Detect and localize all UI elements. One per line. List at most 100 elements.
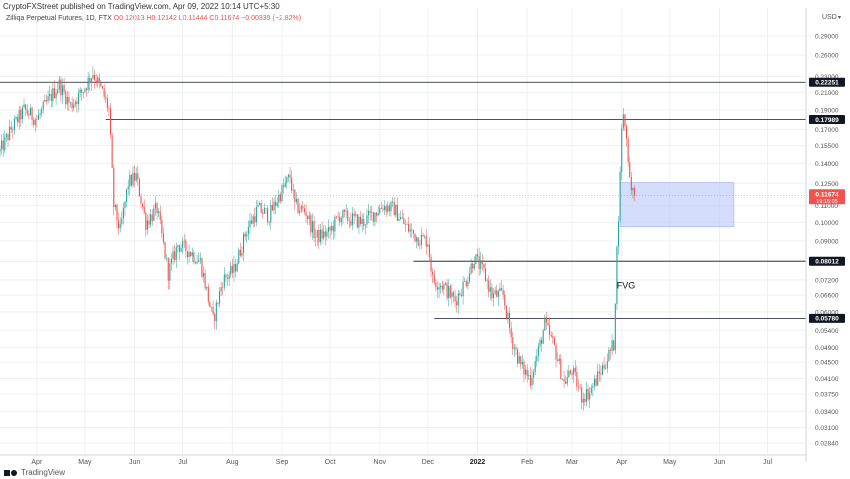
currency-menu-icon[interactable]: ▾ [838, 14, 841, 21]
candle-body [616, 246, 618, 305]
candle-body [396, 204, 398, 221]
candle-body [528, 375, 530, 376]
candle-body [226, 277, 229, 279]
candle-body [380, 207, 382, 209]
time-tick-label: May [663, 459, 677, 466]
time-tick-label: Apr [616, 459, 628, 466]
candle-body [337, 216, 339, 218]
candle-body [403, 218, 405, 224]
candle-body [39, 113, 41, 115]
candle-body [332, 226, 334, 232]
candle-body [464, 281, 466, 282]
candle-body [134, 172, 136, 181]
candle-body [137, 173, 139, 179]
candle-body [550, 334, 552, 337]
candle-body [417, 237, 419, 246]
candle-body [307, 216, 309, 220]
candle-body [29, 107, 32, 116]
candle-body [492, 293, 495, 298]
candle-body [625, 126, 628, 139]
candle-body [93, 74, 96, 80]
candle-body [582, 398, 584, 403]
candle-body [374, 212, 376, 222]
candle-body [502, 290, 504, 295]
candle-body [239, 249, 241, 256]
candle-body [419, 244, 421, 246]
candle-body [496, 290, 498, 297]
candle-body [44, 99, 46, 102]
candle-body [622, 114, 624, 129]
candle-body [340, 218, 342, 223]
candle-body [422, 234, 424, 237]
candle-body [355, 214, 357, 216]
candle-body [159, 211, 161, 220]
candle-body [199, 258, 201, 261]
candle-body [448, 285, 450, 299]
candle-body [105, 96, 107, 99]
candle-body [247, 226, 249, 235]
candle-body [236, 263, 238, 272]
time-tick-label: Apr [31, 459, 43, 466]
candle-body [121, 219, 123, 224]
candle-body [153, 208, 155, 221]
time-tick-label: Sep [276, 459, 289, 466]
currency-label[interactable]: USD [822, 14, 837, 21]
candle-body [180, 248, 182, 252]
candle-body [0, 148, 1, 152]
candle-body [53, 88, 56, 99]
candle-body [92, 74, 94, 79]
candle-body [135, 173, 137, 181]
candle-body [223, 274, 225, 288]
candle-body [193, 252, 195, 263]
candle-body [156, 203, 158, 214]
candle-body [603, 365, 605, 369]
candle-body [271, 204, 273, 211]
candle-body [566, 377, 568, 384]
candle-body [593, 378, 596, 387]
bar-countdown-label: 19:15:05 [816, 199, 837, 205]
candle-body [143, 207, 145, 213]
tradingview-logo-icon [4, 469, 18, 477]
candle-body [57, 89, 59, 94]
symbol-title: Zilliqa Perpetual Futures, 1D, FTX [6, 15, 112, 22]
fvg-zones [619, 182, 735, 228]
candle-body [87, 77, 89, 91]
candle-body [218, 291, 221, 304]
candle-body [367, 211, 370, 216]
candle-body [510, 328, 512, 338]
candle-body [300, 206, 302, 211]
candle-body [201, 258, 203, 277]
candle-body [600, 373, 602, 375]
candle-body [508, 312, 511, 329]
candle-body [231, 265, 233, 273]
candle-body [537, 346, 539, 357]
candle-body [334, 216, 336, 232]
price-tick-label: 0.09000 [815, 238, 839, 245]
price-tick-label: 0.07200 [815, 277, 839, 284]
price-axis[interactable]: 0.29000 0.26000 0.23000 0.21000 0.19000 0.170… [809, 33, 845, 447]
candle-body [276, 202, 278, 206]
candle-body [430, 257, 432, 272]
candle-body [435, 282, 437, 288]
time-axis[interactable]: Apr May Jun Jul Aug Sep Oct Nov Dec 2022 Feb Mar Apr… [31, 459, 772, 466]
price-tick-label: 0.21000 [815, 90, 839, 97]
candle-body [539, 339, 541, 347]
candle-body [302, 206, 304, 209]
candle-body [89, 77, 91, 83]
level-price-tag [809, 313, 845, 323]
candle-body [26, 109, 28, 114]
candle-body [478, 256, 480, 269]
price-tick-label: 0.19000 [815, 107, 839, 114]
candle-body [547, 322, 549, 326]
price-tick-label: 0.17000 [815, 127, 839, 134]
candle-body [568, 370, 570, 378]
price-tick-label: 0.04900 [815, 345, 839, 352]
candle-body [456, 301, 458, 306]
candle-body [358, 216, 360, 228]
candle-body [345, 210, 347, 212]
candle-body [172, 251, 174, 259]
candle-body [608, 349, 610, 362]
candle-body [174, 251, 176, 260]
candle-body [505, 305, 507, 319]
